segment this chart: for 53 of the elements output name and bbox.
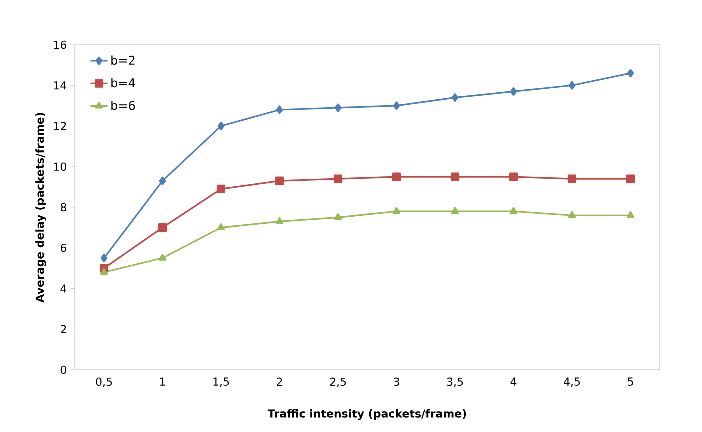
y-tick-label: 16 xyxy=(54,40,67,50)
point xyxy=(510,207,518,214)
point xyxy=(392,172,402,182)
point xyxy=(334,104,342,112)
point xyxy=(393,102,400,110)
y-tick-label: 2 xyxy=(61,325,66,334)
x-tick-label: 2 xyxy=(277,378,282,386)
y-axis-title: Average delay (packets/frame) xyxy=(36,113,46,303)
point xyxy=(450,172,460,182)
x-tick-label: 0,5 xyxy=(96,378,112,388)
point xyxy=(451,207,460,214)
point xyxy=(276,106,284,114)
point xyxy=(568,81,576,90)
x-tick-label: 4 xyxy=(510,378,517,386)
point xyxy=(626,211,635,218)
legend-label: b=4 xyxy=(112,78,136,88)
y-tick-label: 14 xyxy=(54,82,67,90)
point xyxy=(218,122,225,131)
point xyxy=(392,207,401,214)
point xyxy=(510,87,518,96)
point xyxy=(626,174,636,184)
x-tick-label: 1,5 xyxy=(214,378,230,388)
point xyxy=(276,217,284,224)
y-tick-label: 10 xyxy=(54,162,66,172)
point xyxy=(452,94,459,102)
x-axis-title: Traffic intensity (packets/frame) xyxy=(268,409,466,420)
point xyxy=(100,254,108,263)
point xyxy=(627,69,634,78)
x-tick-label: 3 xyxy=(394,378,400,386)
x-tick-label: 3,5 xyxy=(447,378,464,388)
legend-label: b=2 xyxy=(112,56,135,65)
y-tick-label: 12 xyxy=(54,122,66,130)
x-tick-label: 4,5 xyxy=(564,378,580,388)
y-tick-label: 6 xyxy=(60,244,67,252)
point xyxy=(334,174,343,184)
x-tick-label: 5 xyxy=(628,378,634,386)
x-tick-label: 2,5 xyxy=(330,378,346,388)
point xyxy=(275,176,284,186)
point xyxy=(158,254,167,261)
point xyxy=(158,224,168,232)
point xyxy=(568,174,577,184)
point xyxy=(217,224,226,230)
point xyxy=(334,213,342,220)
point xyxy=(509,172,518,182)
point xyxy=(568,211,576,218)
point xyxy=(100,268,108,276)
y-tick-label: 8 xyxy=(60,203,66,212)
legend-label: b=6 xyxy=(112,100,136,110)
y-tick-label: 0 xyxy=(60,366,66,374)
x-tick-label: 1 xyxy=(160,378,166,386)
point xyxy=(159,176,166,186)
y-tick-label: 4 xyxy=(60,284,67,293)
point xyxy=(216,184,226,194)
